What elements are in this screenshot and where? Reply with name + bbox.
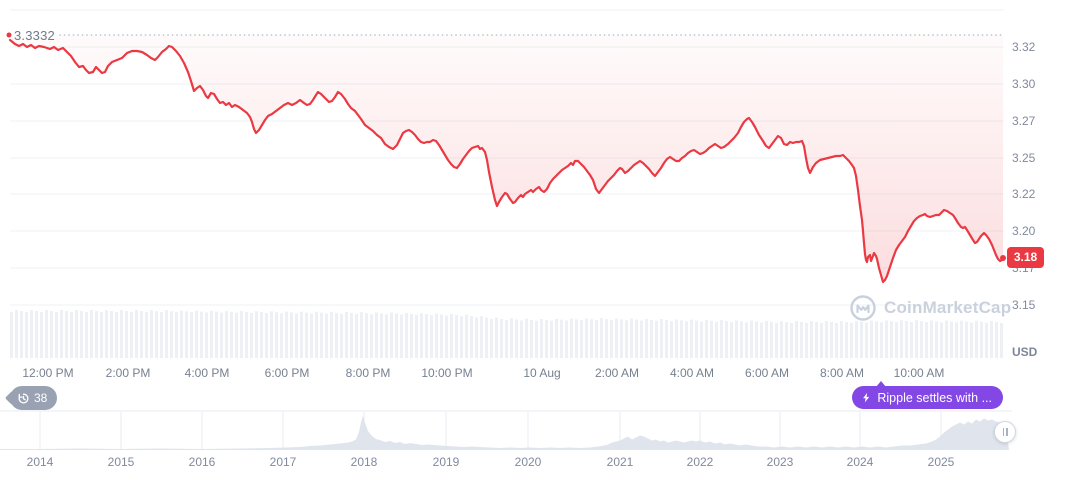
minimap-year-label: 2025	[927, 455, 955, 469]
news-button-label: Ripple settles with ...	[877, 390, 992, 405]
x-axis-label: 6:00 PM	[264, 366, 310, 380]
history-events-badge[interactable]: 38	[10, 386, 58, 410]
x-axis-label: 8:00 PM	[345, 366, 391, 380]
x-axis-label: 4:00 PM	[184, 366, 230, 380]
range-slider-handle[interactable]	[994, 421, 1016, 443]
y-axis-label: 3.22	[1012, 187, 1036, 201]
x-axis-label: 6:00 AM	[744, 366, 790, 380]
minimap-year-label: 2022	[686, 455, 714, 469]
minimap-year-label: 2015	[107, 455, 135, 469]
x-axis-label: 2:00 AM	[594, 366, 640, 380]
x-axis-label: 10 Aug	[523, 366, 561, 380]
y-axis-label: 3.32	[1012, 40, 1036, 54]
y-axis-label: 3.27	[1012, 114, 1036, 128]
x-axis-label: 10:00 PM	[421, 366, 473, 380]
x-axis-label: 4:00 AM	[669, 366, 715, 380]
history-clock-icon	[18, 393, 29, 403]
minimap-year-label: 2019	[432, 455, 460, 469]
x-axis-label: 8:00 AM	[819, 366, 865, 380]
last-price-badge: 3.18	[1007, 247, 1044, 268]
x-axis-label: 2:00 PM	[105, 366, 151, 380]
y-axis-label: USD	[1012, 345, 1038, 359]
x-axis-label: 10:00 AM	[893, 366, 945, 380]
y-axis-label: 3.15	[1012, 298, 1036, 312]
minimap-year-label: 2017	[269, 455, 297, 469]
open-price-label: 3.3332	[14, 28, 55, 43]
news-annotation-button[interactable]: Ripple settles with ...	[852, 381, 1003, 409]
minimap-year-label: 2016	[188, 455, 216, 469]
history-count: 38	[34, 391, 48, 405]
minimap-year-label: 2018	[350, 455, 378, 469]
y-axis-label: 3.30	[1012, 77, 1036, 91]
lightning-icon	[863, 392, 870, 403]
minimap-year-label: 2020	[514, 455, 542, 469]
y-axis-label: 3.20	[1012, 224, 1036, 238]
minimap-year-label: 2014	[26, 455, 54, 469]
y-axis-label: 3.25	[1012, 151, 1036, 165]
x-axis-label: 12:00 PM	[22, 366, 74, 380]
minimap-year-label: 2021	[606, 455, 634, 469]
minimap-year-label: 2023	[766, 455, 794, 469]
minimap-year-label: 2024	[846, 455, 874, 469]
